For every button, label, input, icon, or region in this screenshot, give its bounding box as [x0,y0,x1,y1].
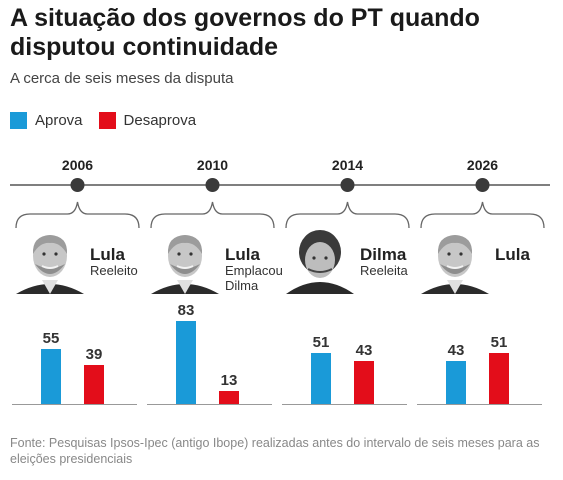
candidate-avatar-icon [286,230,354,294]
bar-desaprova-2006 [84,365,104,404]
data-label-aprova-2006: 55 [43,330,60,347]
group-brace-2010 [150,201,275,229]
year-label-2006: 2006 [62,157,93,173]
legend: Aprova Desaprova [10,112,212,129]
data-label-aprova-2014: 51 [313,334,330,351]
legend-item-desaprova: Desaprova [98,112,197,129]
bar-desaprova-2010 [219,391,239,404]
data-label-desaprova-2006: 39 [86,346,103,363]
data-label-desaprova-2014: 43 [356,342,373,359]
timeline-dot-2014 [340,178,355,192]
candidate-avatar-icon [16,235,84,294]
bar-aprova-2006 [41,349,61,404]
timeline-dot-2026 [475,178,490,192]
data-label-aprova-2026: 43 [448,342,465,359]
candidate-name: Lula [225,245,260,264]
timeline-dot-2006 [70,178,85,192]
candidate-name: Lula [495,245,530,264]
bar-aprova-2026 [446,361,466,404]
candidate-name: Dilma [360,245,407,264]
bar-aprova-2014 [311,353,331,404]
candidate-avatar-icon [421,235,489,294]
data-label-aprova-2010: 83 [178,302,195,319]
candidate-avatar-icon [151,235,219,294]
chart-title: A situação dos governos do PT quando dis… [10,4,480,61]
group-brace-2014 [285,201,410,229]
year-label-2010: 2010 [197,157,228,173]
legend-label-aprova: Aprova [35,112,83,129]
candidate-status: Emplacou [225,263,283,278]
data-label-desaprova-2026: 51 [491,334,508,351]
legend-label-desaprova: Desaprova [123,112,197,129]
year-label-2014: 2014 [332,157,363,173]
bar-desaprova-2026 [489,353,509,404]
candidate-name: Lula [90,245,125,264]
group-brace-2006 [15,201,140,229]
legend-item-aprova: Aprova [10,112,83,129]
candidate-status: Dilma [225,278,259,293]
bar-desaprova-2014 [354,361,374,404]
bar-aprova-2010 [176,321,196,404]
timeline-dot-2010 [205,178,220,192]
legend-swatch-aprova [10,112,27,129]
chart-subtitle: A cerca de seis meses da disputa [10,70,234,87]
candidate-status: Reeleito [90,263,138,278]
year-group-2026: 2026 Lula 43 51 [417,157,545,405]
year-label-2026: 2026 [467,157,498,173]
source-note: Fonte: Pesquisas Ipsos-Ipec (antigo Ibop… [10,436,540,466]
group-brace-2026 [420,201,545,229]
legend-swatch-desaprova [98,112,116,129]
data-label-desaprova-2010: 13 [221,372,238,389]
candidate-status: Reeleita [360,263,408,278]
